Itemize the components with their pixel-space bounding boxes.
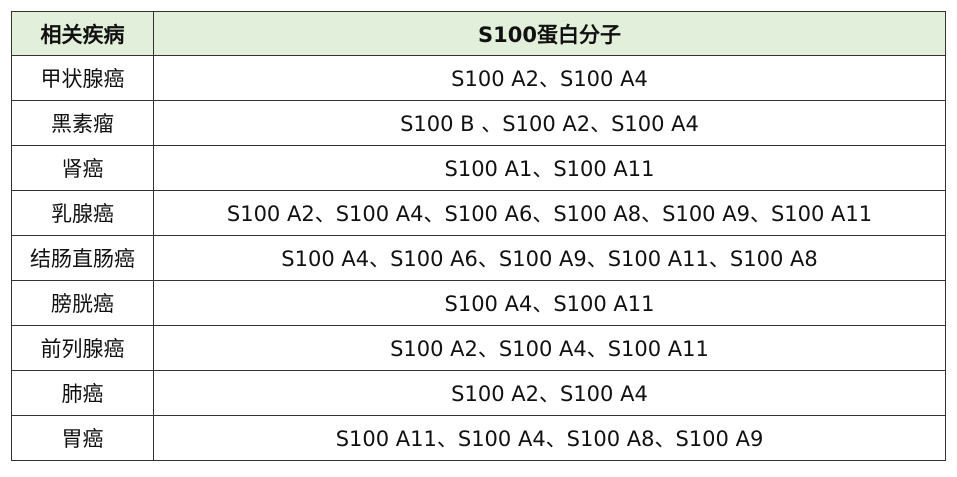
table-row: 胃癌 S100 A11、S100 A4、S100 A8、S100 A9: [11, 415, 946, 461]
s100-cell: S100 A1、S100 A11: [153, 145, 946, 191]
disease-cell: 肺癌: [11, 370, 154, 416]
disease-cell: 胃癌: [11, 415, 154, 461]
s100-cell: S100 A4、S100 A6、S100 A9、S100 A11、S100 A8: [153, 235, 946, 281]
s100-cell: S100 B 、S100 A2、S100 A4: [153, 100, 946, 146]
disease-cell: 前列腺癌: [11, 325, 154, 371]
table-row: 膀胱癌 S100 A4、S100 A11: [11, 280, 946, 326]
header-s100: S100蛋白分子: [153, 11, 946, 56]
header-row: 相关疾病 S100蛋白分子: [11, 11, 946, 56]
disease-cell: 甲状腺癌: [11, 55, 154, 101]
table-row: 结肠直肠癌 S100 A4、S100 A6、S100 A9、S100 A11、S1…: [11, 235, 946, 281]
table-row: 肺癌 S100 A2、S100 A4: [11, 370, 946, 416]
disease-cell: 乳腺癌: [11, 190, 154, 236]
s100-cell: S100 A2、S100 A4: [153, 55, 946, 101]
disease-cell: 结肠直肠癌: [11, 235, 154, 281]
s100-cell: S100 A2、S100 A4、S100 A11: [153, 325, 946, 371]
table-row: 肾癌 S100 A1、S100 A11: [11, 145, 946, 191]
table-row: 前列腺癌 S100 A2、S100 A4、S100 A11: [11, 325, 946, 371]
disease-cell: 黑素瘤: [11, 100, 154, 146]
s100-cell: S100 A2、S100 A4: [153, 370, 946, 416]
disease-s100-table: 相关疾病 S100蛋白分子 甲状腺癌 S100 A2、S100 A4 黑素瘤 S100…: [11, 11, 946, 461]
table-row: 甲状腺癌 S100 A2、S100 A4: [11, 55, 946, 101]
s100-cell: S100 A4、S100 A11: [153, 280, 946, 326]
disease-cell: 膀胱癌: [11, 280, 154, 326]
table-row: 黑素瘤 S100 B 、S100 A2、S100 A4: [11, 100, 946, 146]
s100-cell: S100 A11、S100 A4、S100 A8、S100 A9: [153, 415, 946, 461]
s100-cell: S100 A2、S100 A4、S100 A6、S100 A8、S100 A9、…: [153, 190, 946, 236]
disease-cell: 肾癌: [11, 145, 154, 191]
table-row: 乳腺癌 S100 A2、S100 A4、S100 A6、S100 A8、S100 …: [11, 190, 946, 236]
header-disease: 相关疾病: [11, 11, 154, 56]
